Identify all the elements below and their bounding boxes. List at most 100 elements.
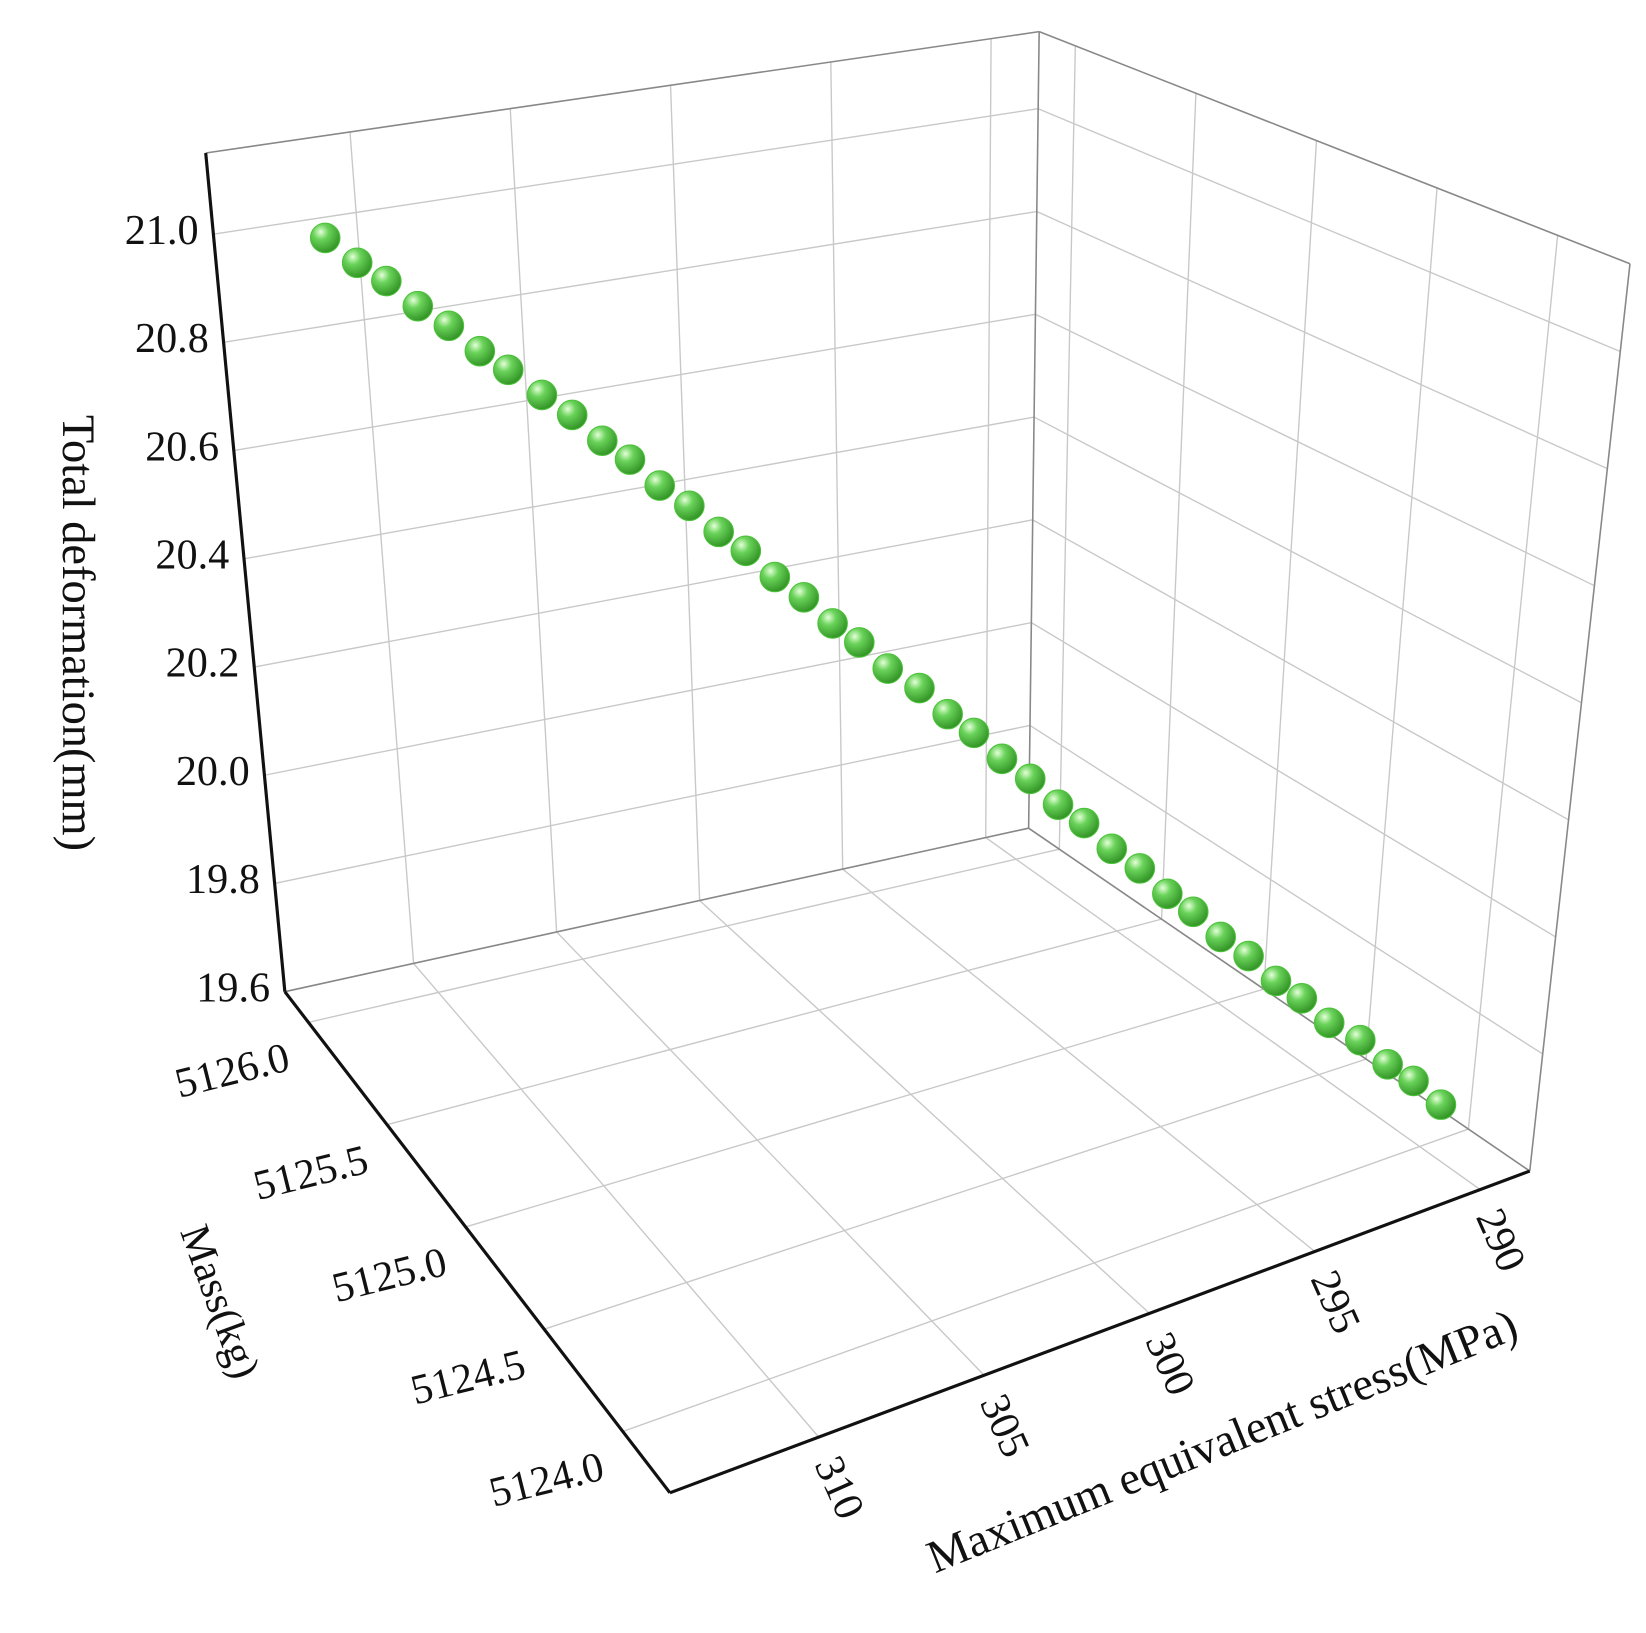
grid-line: [413, 962, 820, 1438]
grid-line: [699, 899, 1150, 1314]
grid-line: [1029, 724, 1544, 1055]
point: [904, 672, 935, 704]
grid-line: [830, 61, 844, 870]
grid-line: [1033, 416, 1582, 704]
grid-line: [274, 724, 1031, 885]
z-tick-label: 19.6: [196, 964, 270, 1011]
grid-line: [509, 108, 558, 932]
x-axis: [669, 1169, 1531, 1495]
grid-line: [1365, 187, 1438, 1060]
x-tick-label: 310: [805, 1449, 874, 1526]
point: [1286, 983, 1318, 1014]
box-edge: [1028, 827, 1531, 1172]
grid-line: [254, 519, 1033, 668]
point: [958, 717, 990, 749]
point: [614, 444, 646, 475]
grid-line: [386, 918, 1162, 1126]
point: [1205, 921, 1236, 953]
point: [1124, 853, 1156, 884]
z-tick-label: 20.6: [145, 423, 219, 470]
point: [843, 627, 875, 658]
grid-line: [1263, 140, 1318, 990]
grid-line: [622, 1128, 1469, 1433]
point: [309, 222, 341, 254]
point: [587, 425, 618, 457]
point: [1014, 763, 1046, 795]
grid-line: [556, 931, 985, 1376]
point: [703, 516, 734, 548]
z-tick-label: 20.4: [155, 531, 229, 578]
grid-line: [223, 210, 1037, 344]
point: [986, 743, 1018, 775]
point: [433, 310, 465, 342]
point: [464, 335, 496, 367]
z-tick-label: 21.0: [125, 207, 199, 254]
grid-line: [1160, 93, 1197, 920]
point: [371, 265, 402, 297]
box-edge: [1038, 30, 1631, 265]
y-tick-label: 5126.0: [170, 1034, 294, 1108]
box-edge: [205, 30, 1040, 154]
y-tick-label: 5125.5: [249, 1136, 373, 1210]
box-edge: [1528, 263, 1631, 1172]
grid-line: [1032, 519, 1569, 821]
grid-line: [1036, 210, 1608, 470]
point: [1068, 807, 1100, 839]
grid-line: [213, 108, 1039, 235]
point: [556, 399, 588, 431]
x-tick-label: 295: [1301, 1264, 1370, 1341]
grid-line: [1037, 108, 1621, 353]
point: [1372, 1049, 1403, 1080]
grid-line: [465, 988, 1265, 1228]
z-tick-label: 19.8: [186, 856, 260, 903]
point: [341, 247, 373, 279]
grid-line: [233, 313, 1036, 452]
z-tick-label: 20.8: [135, 315, 209, 362]
y-tick-label: 5124.5: [406, 1341, 530, 1415]
point: [1177, 896, 1209, 928]
y-axis-title: Mass(kg): [171, 1219, 270, 1385]
point: [730, 535, 762, 567]
box-edge: [284, 827, 1029, 993]
z-axis: [204, 152, 287, 992]
grid-line: [985, 837, 1481, 1191]
grid-line: [1035, 313, 1595, 587]
x-tick-label: 290: [1466, 1202, 1535, 1279]
point: [1233, 940, 1264, 972]
point: [1042, 789, 1074, 820]
point: [1096, 833, 1128, 865]
y-tick-label: 5124.0: [485, 1443, 609, 1517]
point: [1398, 1065, 1429, 1097]
point: [526, 379, 558, 411]
point: [1152, 878, 1183, 910]
point: [932, 698, 963, 730]
z-axis-title: Total deformation(mm): [52, 415, 103, 851]
point: [817, 608, 848, 639]
grid-line: [1058, 45, 1077, 850]
point: [492, 354, 524, 386]
y-axis: [283, 990, 672, 1494]
grid-line: [1030, 622, 1556, 938]
z-tick-label: 20.0: [176, 748, 250, 795]
point: [1313, 1007, 1345, 1039]
point: [644, 470, 676, 501]
z-tick-label: 20.2: [166, 640, 240, 687]
box-edge: [1027, 31, 1040, 829]
grid-line: [842, 868, 1316, 1253]
point: [759, 561, 791, 593]
y-tick-label: 5125.0: [327, 1238, 451, 1312]
point: [402, 290, 434, 322]
x-tick-label: 305: [970, 1387, 1039, 1464]
grid-line: [985, 38, 992, 838]
point: [1425, 1089, 1457, 1120]
plot: 19.6 19.8 20.0 20.2 20.4 20.6 20.8 21.0 5124.0 51…: [52, 30, 1631, 1584]
point: [1260, 965, 1292, 997]
grid-line: [1467, 235, 1559, 1130]
point: [674, 490, 705, 522]
x-tick-label: 300: [1136, 1325, 1205, 1402]
point: [1345, 1024, 1376, 1056]
grid-line: [243, 416, 1035, 560]
grid-line: [308, 848, 1060, 1024]
